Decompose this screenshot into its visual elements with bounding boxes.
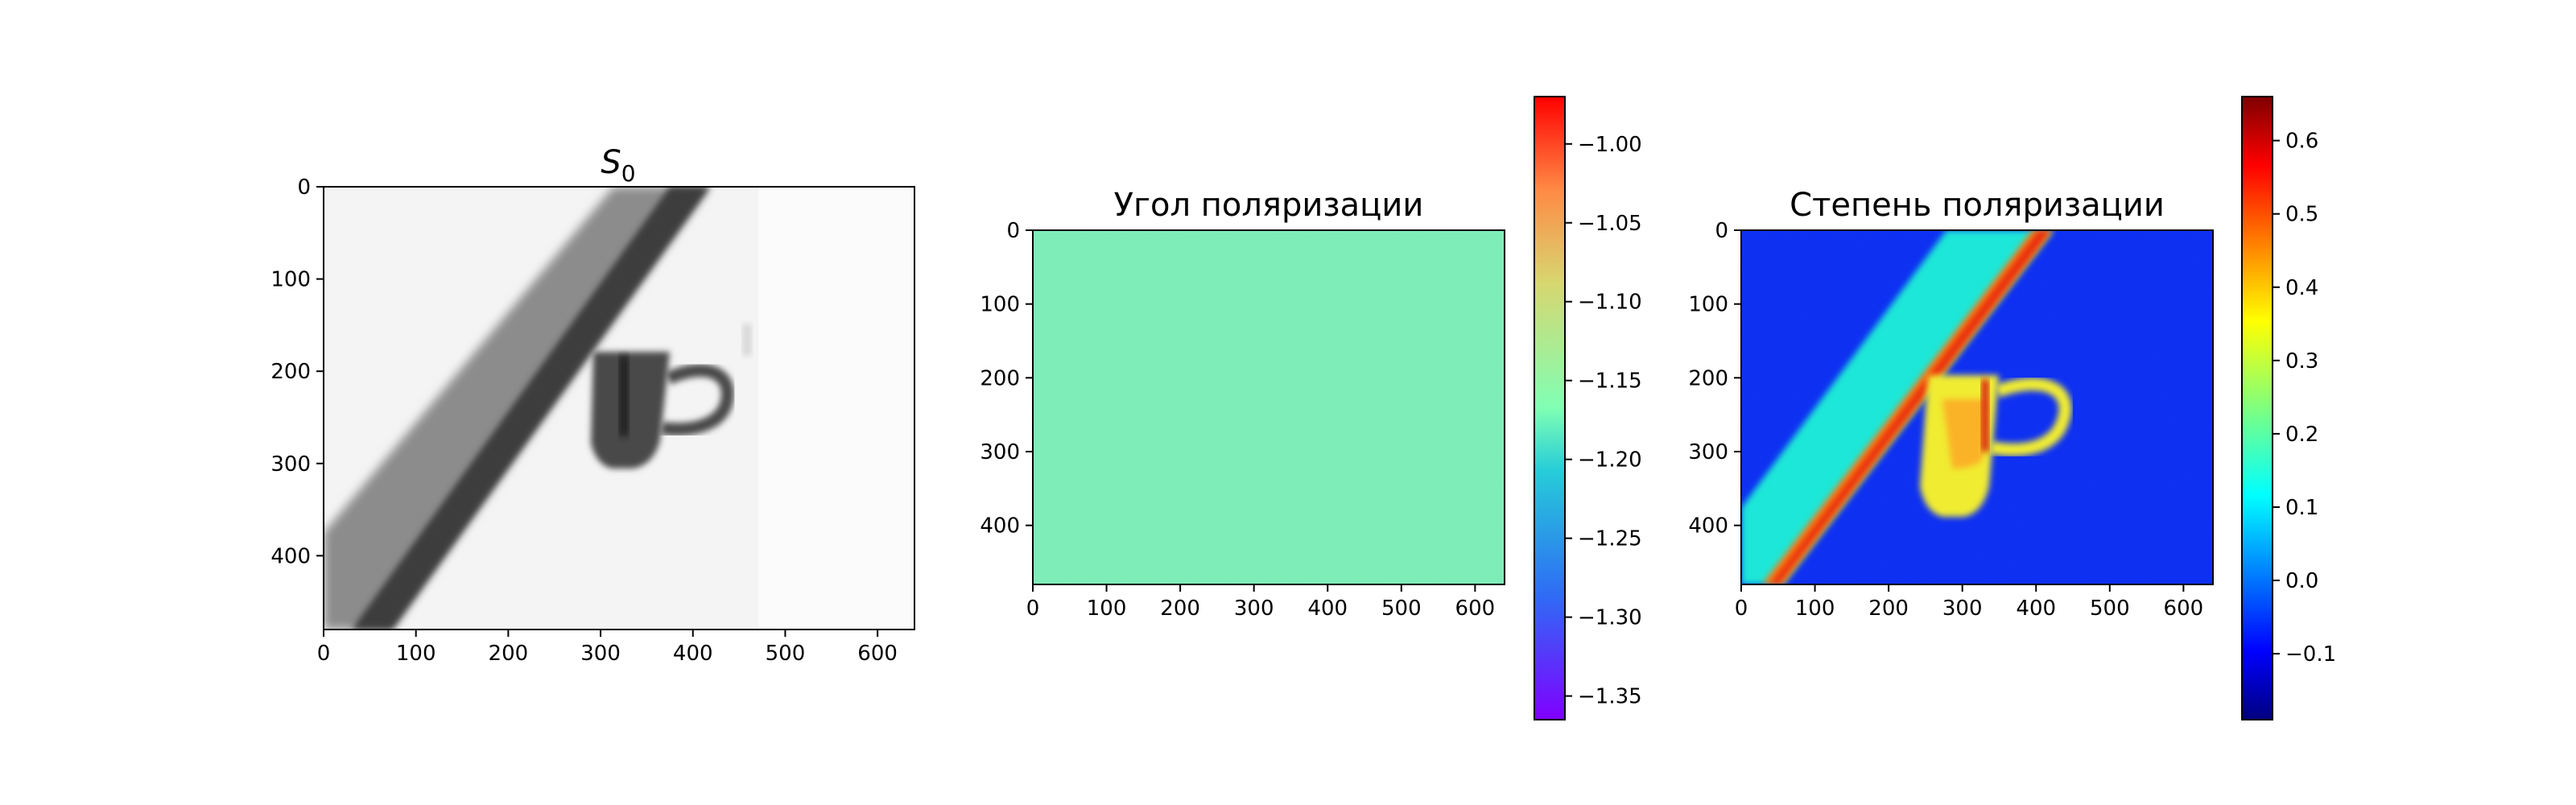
s0-y-tick-label: 200 [270,360,311,384]
angle-colorbar-tick-label: −1.20 [1578,448,1642,473]
s0-image [324,187,914,630]
degree-x-tick-label: 400 [2016,597,2056,621]
degree-colorbar-tick-label: 0.6 [2285,130,2318,154]
angle-y-tick-label: 200 [980,366,1020,390]
degree-x-tick-label: 100 [1795,597,1835,621]
s0-y-tick-label: 400 [270,544,311,568]
angle-colorbar-tick-label: −1.30 [1578,606,1642,630]
degree-y-tick-label: 400 [1688,514,1728,539]
angle-panel: Угол поляризации 0 100 200 300 400 500 600 0 10… [980,96,1642,720]
angle-x-tick-label: 400 [1307,597,1348,621]
degree-y-tick-label: 200 [1688,366,1728,390]
s0-axes-frame [323,186,915,630]
angle-colorbar-tick-label: −1.15 [1578,369,1642,394]
angle-colorbar-frame [1534,96,1566,720]
angle-y-tick-label: 300 [980,440,1020,464]
s0-x-tick-label: 100 [396,642,436,666]
degree-title: Степень поляризации [1790,187,2165,224]
degree-colorbar-tick-label: 0.2 [2285,423,2318,447]
s0-y-axis: 0 100 200 300 400 [270,175,324,568]
angle-x-axis: 0 100 200 300 400 500 600 [1026,584,1495,621]
s0-title-main: S [601,144,621,181]
s0-x-tick-label: 300 [580,642,621,666]
s0-x-tick-label: 0 [317,642,331,666]
angle-x-tick-label: 200 [1160,597,1200,621]
angle-y-tick-label: 400 [980,514,1020,539]
degree-y-tick-label: 0 [1715,219,1728,243]
degree-panel: Степень поляризации 0 100 200 300 400 500 600 … [1688,96,2336,720]
angle-colorbar-tick-label: −1.35 [1578,685,1642,709]
degree-colorbar-tick-label: 0.5 [2285,203,2318,227]
degree-colorbar-ticks: −0.1 0.0 0.1 0.2 0.3 0.4 0.5 0.6 [2273,130,2336,667]
angle-colorbar [1534,97,1565,720]
s0-x-tick-label: 200 [489,642,529,666]
s0-title-subscript: 0 [621,160,636,187]
degree-colorbar-frame [2241,96,2273,720]
degree-colorbar-tick-label: 0.4 [2285,276,2318,300]
s0-y-tick-label: 0 [297,175,311,200]
angle-axes-frame [1032,229,1505,585]
degree-image [1741,230,2213,584]
s0-x-tick-label: 500 [766,642,806,666]
degree-colorbar-tick-label: 0.3 [2285,349,2318,374]
angle-x-tick-label: 500 [1381,597,1422,621]
angle-x-tick-label: 0 [1026,597,1040,621]
degree-y-axis: 0 100 200 300 400 [1688,219,1741,539]
degree-colorbar [2242,97,2273,720]
degree-x-tick-label: 0 [1735,597,1748,621]
angle-title: Угол поляризации [1114,187,1424,224]
degree-x-tick-label: 500 [2090,597,2130,621]
angle-x-tick-label: 600 [1455,597,1496,621]
angle-y-tick-label: 100 [980,293,1020,317]
angle-colorbar-ticks: −1.35 −1.30 −1.25 −1.20 −1.15 −1.10 −1.05 −1.00 [1565,133,1642,709]
s0-y-tick-label: 300 [270,452,311,477]
degree-colorbar-tick-label: 0.0 [2285,569,2318,593]
angle-y-tick-label: 0 [1006,219,1020,243]
degree-colorbar-tick-label: −0.1 [2285,642,2336,667]
degree-colorbar-tick-label: 0.1 [2285,496,2318,520]
s0-x-axis: 0 100 200 300 400 500 600 [317,630,898,666]
angle-colorbar-tick-label: −1.10 [1578,291,1642,315]
s0-y-tick-label: 100 [270,268,311,292]
s0-title: S0 [601,144,635,187]
degree-x-tick-label: 200 [1868,597,1909,621]
degree-x-tick-label: 300 [1942,597,1983,621]
degree-x-axis: 0 100 200 300 400 500 600 [1735,584,2203,621]
angle-colorbar-tick-label: −1.00 [1578,133,1642,157]
angle-y-axis: 0 100 200 300 400 [980,219,1033,539]
s0-x-tick-label: 400 [673,642,713,666]
degree-axes-frame [1740,229,2214,585]
angle-image [1033,230,1505,584]
degree-y-tick-label: 300 [1688,440,1728,464]
s0-x-tick-label: 600 [857,642,898,666]
angle-x-tick-label: 100 [1087,597,1127,621]
degree-x-tick-label: 600 [2164,597,2204,621]
angle-x-tick-label: 300 [1234,597,1274,621]
angle-colorbar-tick-label: −1.25 [1578,527,1642,551]
angle-colorbar-tick-label: −1.05 [1578,212,1642,236]
degree-y-tick-label: 100 [1688,293,1728,317]
